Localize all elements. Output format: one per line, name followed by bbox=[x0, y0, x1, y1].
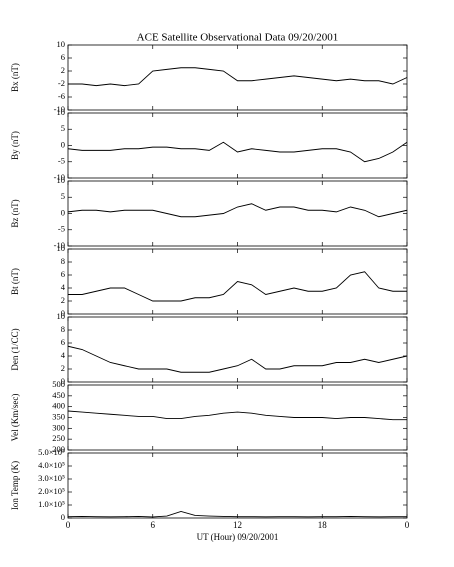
y-tick-label: 2 bbox=[61, 363, 65, 373]
y-tick-label: 0 bbox=[61, 308, 65, 318]
plot-frame bbox=[67, 180, 408, 247]
plot-frame bbox=[67, 112, 408, 179]
y-tick-label: 0 bbox=[61, 207, 65, 217]
y-tick-label: 3.0×10⁵ bbox=[38, 473, 65, 483]
y-tick-label: 200 bbox=[52, 444, 65, 454]
y-axis-label: Vel (Km/sec) bbox=[10, 394, 20, 442]
y-tick-label: 10 bbox=[57, 311, 66, 321]
y-tick-label: -5 bbox=[58, 156, 65, 166]
x-tick-label: 0 bbox=[66, 520, 71, 530]
data-line bbox=[67, 410, 407, 421]
data-line bbox=[67, 141, 408, 163]
y-axis-label: Bz (nT) bbox=[10, 199, 20, 227]
y-tick-label: 0 bbox=[61, 139, 65, 149]
y-axis-label: Bx (nT) bbox=[10, 63, 20, 92]
x-axis-label: UT (Hour) 09/20/2001 bbox=[197, 532, 279, 542]
y-tick-label: 6 bbox=[61, 269, 65, 279]
y-tick-label: 4 bbox=[61, 282, 66, 292]
y-tick-label: 5.0×10⁵ bbox=[38, 447, 65, 457]
y-tick-label: 300 bbox=[52, 422, 65, 432]
y-tick-label: 6 bbox=[61, 337, 65, 347]
y-tick-label: -2 bbox=[58, 78, 65, 88]
y-tick-label: 2.0×10⁵ bbox=[38, 486, 65, 496]
y-tick-label: 2 bbox=[61, 295, 65, 305]
data-line bbox=[67, 203, 408, 218]
y-tick-label: -10 bbox=[54, 240, 65, 250]
y-tick-label: 0 bbox=[61, 512, 65, 522]
y-tick-label: 400 bbox=[52, 401, 65, 411]
y-tick-label: 5 bbox=[61, 123, 65, 133]
data-line bbox=[68, 67, 408, 87]
y-tick-label: 450 bbox=[52, 390, 65, 400]
y-tick-label: -10 bbox=[54, 104, 65, 114]
y-tick-label: -6 bbox=[58, 91, 65, 101]
x-tick-label: 0 bbox=[405, 520, 410, 530]
plot-frame bbox=[67, 44, 408, 111]
y-tick-label: 0 bbox=[61, 376, 65, 386]
data-line bbox=[68, 271, 407, 302]
y-axis-label: By (nT) bbox=[10, 131, 20, 160]
x-tick-label: 12 bbox=[233, 520, 242, 530]
plot-frame bbox=[67, 316, 408, 383]
y-tick-label: 4 bbox=[61, 350, 66, 360]
y-tick-label: 10 bbox=[57, 243, 66, 253]
y-axis-label: Bt (nT) bbox=[10, 268, 20, 295]
plot-frame bbox=[67, 452, 408, 519]
x-tick-label: 18 bbox=[318, 520, 328, 530]
y-tick-label: 4.0×10⁵ bbox=[38, 460, 65, 470]
y-axis-label: Ion Temp (K) bbox=[10, 461, 20, 510]
y-tick-label: 10 bbox=[57, 175, 66, 185]
y-tick-label: 5 bbox=[61, 191, 65, 201]
data-line bbox=[67, 345, 408, 373]
y-tick-label: 1.0×10⁵ bbox=[38, 499, 65, 509]
y-axis-label: Den (1/CC) bbox=[10, 328, 20, 370]
y-tick-label: 500 bbox=[52, 379, 65, 389]
chart-title: ACE Satellite Observational Data 09/20/2… bbox=[137, 32, 339, 44]
y-tick-label: 2 bbox=[61, 65, 65, 75]
y-tick-label: 10 bbox=[57, 107, 66, 117]
y-tick-label: 10 bbox=[57, 39, 66, 49]
data-line bbox=[67, 511, 407, 518]
y-tick-label: -5 bbox=[58, 224, 65, 234]
y-tick-label: 250 bbox=[52, 433, 65, 443]
y-tick-label: 350 bbox=[52, 411, 65, 421]
y-tick-label: 8 bbox=[61, 324, 65, 334]
y-tick-label: 8 bbox=[61, 256, 65, 266]
y-tick-label: 6 bbox=[61, 52, 65, 62]
y-tick-label: -10 bbox=[54, 172, 65, 182]
x-tick-label: 6 bbox=[151, 520, 156, 530]
